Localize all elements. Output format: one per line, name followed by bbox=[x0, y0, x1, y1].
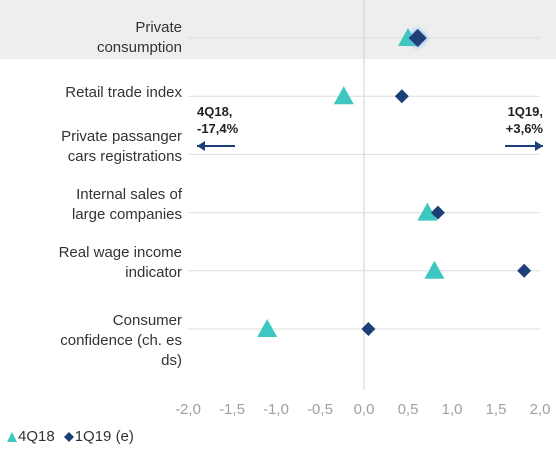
category-label: Consumer confidence (ch. es ds) bbox=[60, 312, 182, 369]
triangle-marker bbox=[424, 260, 445, 279]
annotation: 1Q19, +3,6% bbox=[505, 104, 543, 136]
highlight-band bbox=[0, 0, 556, 59]
category-label: Retail trade index bbox=[65, 84, 182, 101]
right-arrow-head bbox=[535, 141, 543, 151]
diamond-marker bbox=[394, 89, 409, 104]
diamond-marker bbox=[408, 29, 427, 47]
category-label: Private passanger cars registrations bbox=[61, 128, 182, 165]
diamond-marker bbox=[517, 263, 532, 278]
legend: 4Q18 1Q19 (e) bbox=[6, 428, 134, 445]
legend-label: 4Q18 bbox=[18, 428, 55, 445]
diamond-marker bbox=[361, 322, 376, 336]
triangle-marker bbox=[333, 86, 354, 105]
x-tick-label: 1,0 bbox=[442, 401, 463, 418]
legend-marker bbox=[7, 431, 17, 442]
category-label: Private consumption bbox=[96, 19, 182, 56]
x-tick-label: 2,0 bbox=[530, 401, 551, 418]
x-tick-label: -1,0 bbox=[263, 401, 289, 418]
category-label: Real wage income indicator bbox=[58, 244, 182, 281]
legend-marker bbox=[63, 431, 74, 442]
x-tick-label: -2,0 bbox=[175, 401, 201, 418]
category-label: Internal sales of large companies bbox=[71, 186, 182, 223]
triangle-marker bbox=[417, 202, 438, 221]
legend-label: 1Q19 (e) bbox=[74, 428, 134, 445]
x-tick-label: -0,5 bbox=[307, 401, 333, 418]
annotation: 4Q18, -17,4% bbox=[197, 104, 239, 136]
x-tick-label: 0,5 bbox=[398, 401, 419, 418]
left-arrow-head bbox=[197, 141, 205, 151]
x-tick-label: -1,5 bbox=[219, 401, 245, 418]
diamond-marker bbox=[430, 205, 445, 220]
x-tick-label: 1,5 bbox=[486, 401, 507, 418]
x-tick-label: 0,0 bbox=[354, 401, 375, 418]
triangle-marker bbox=[257, 319, 278, 337]
